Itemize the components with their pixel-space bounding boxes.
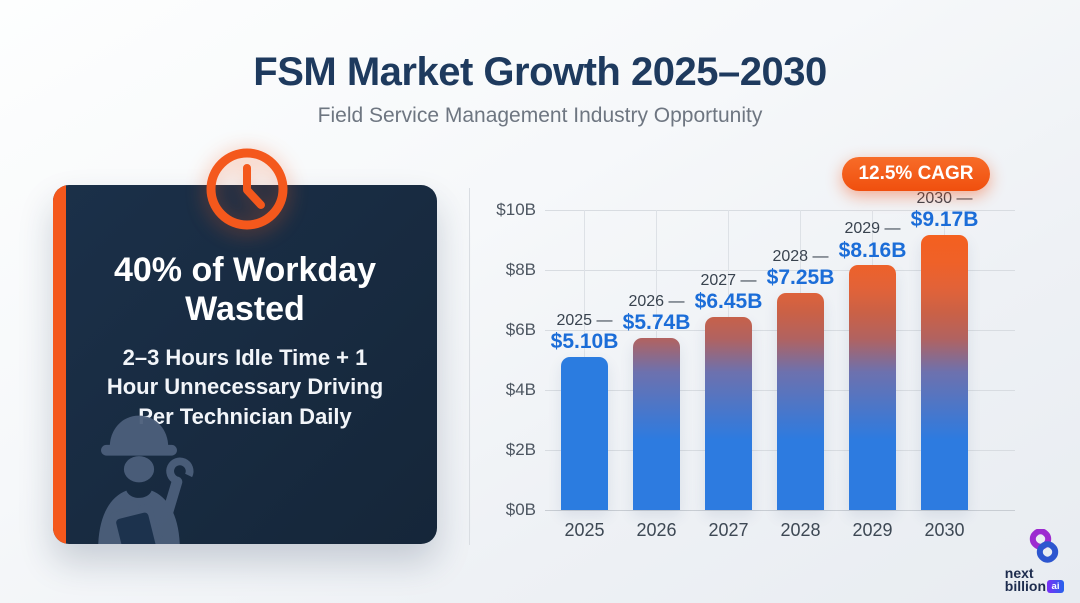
- chart-bar-2025: [561, 357, 608, 510]
- chart-gridline-h: [545, 210, 1015, 211]
- bar-value-label: $6.45B: [694, 289, 763, 313]
- bar-value-label: $5.10B: [550, 330, 619, 354]
- bar-label-2025: 2025 — $5.10B: [520, 312, 650, 354]
- bar-value-label: $7.25B: [766, 265, 835, 289]
- x-axis-tick-label: 2025: [564, 520, 605, 540]
- y-axis-tick-label: $6B: [505, 320, 536, 339]
- bar-year-label: 2029 —: [844, 220, 901, 238]
- page-subtitle: Field Service Management Industry Opport…: [317, 104, 763, 127]
- page-title: FSM Market Growth 2025–2030: [253, 50, 827, 94]
- y-axis-tick-label: $10B: [496, 200, 536, 219]
- chart-bar-2026: [633, 337, 680, 510]
- chart-bar-2029: [849, 265, 896, 510]
- clock-icon: [206, 148, 288, 230]
- x-axis-tick-label: 2027: [708, 520, 749, 540]
- logo-line2: billion: [1004, 578, 1046, 594]
- bar-label-2026: 2026 — $5.74B: [592, 293, 722, 335]
- x-axis-tick-label: 2026: [636, 520, 677, 540]
- x-axis-tick-label: 2029: [852, 520, 893, 540]
- x-axis-tick-label: 2028: [780, 520, 821, 540]
- technician-icon: [98, 415, 194, 544]
- y-axis-tick-label: $4B: [505, 380, 536, 399]
- y-axis-tick-label: $2B: [505, 440, 536, 459]
- panel-divider: [469, 188, 470, 545]
- bar-year-label: 2028 —: [772, 247, 829, 265]
- chart-gridline-h: [545, 510, 1015, 511]
- logo-line1: next: [1004, 565, 1034, 581]
- bar-label-2029: 2029 — $8.16B: [808, 220, 938, 262]
- bar-label-2030: 2030 — $9.17B: [880, 190, 1010, 232]
- bar-label-2027: 2027 — $6.45B: [664, 272, 794, 314]
- x-axis-tick-label: 2030: [924, 520, 965, 540]
- stat-description: 2–3 Hours Idle Time + 1 Hour Unnecessary…: [106, 345, 384, 429]
- bar-value-label: $8.16B: [838, 238, 907, 262]
- chart-bar-2028: [777, 292, 824, 510]
- stat-headline: 40% of Workday Wasted: [113, 251, 376, 329]
- bar-year-label: 2026 —: [628, 292, 685, 310]
- y-axis-tick-label: $0B: [505, 500, 536, 519]
- logo-mark-icon: [1029, 529, 1059, 563]
- y-axis-tick-label: $8B: [505, 260, 536, 279]
- bar-year-label: 2030 —: [916, 189, 973, 207]
- bar-value-label: $5.74B: [622, 311, 691, 335]
- chart-bar-2030: [921, 234, 968, 510]
- chart-gridline-h: [545, 270, 1015, 271]
- brand-logo: next billion ai: [1002, 529, 1064, 593]
- cagr-badge: 12.5% CAGR: [842, 157, 990, 191]
- chart-bar-2027: [705, 316, 752, 510]
- bar-year-label: 2027 —: [700, 271, 757, 289]
- bar-year-label: 2025 —: [556, 312, 613, 330]
- stat-card: 40% of Workday Wasted 2–3 Hours Idle Tim…: [53, 185, 437, 544]
- logo-text: next billion ai: [1004, 565, 1064, 594]
- bar-label-2028: 2028 — $7.25B: [736, 248, 866, 290]
- bar-value-label: $9.17B: [910, 208, 979, 232]
- logo-ai-badge: ai: [1047, 580, 1064, 593]
- card-accent-stripe: [53, 185, 66, 544]
